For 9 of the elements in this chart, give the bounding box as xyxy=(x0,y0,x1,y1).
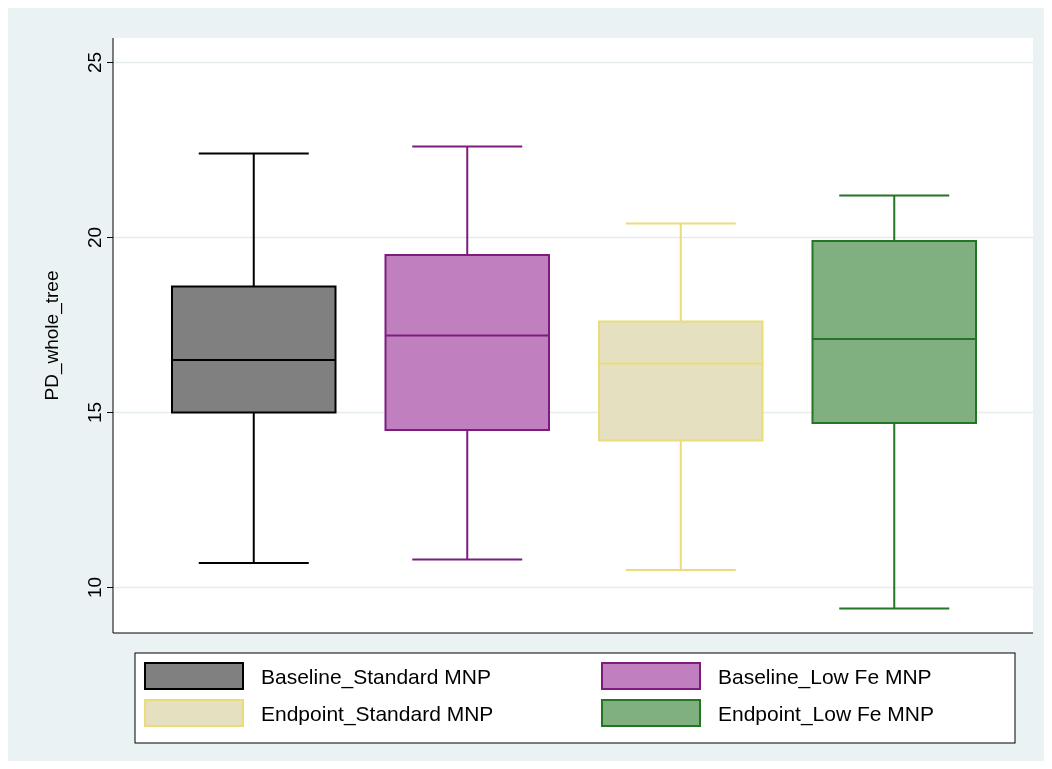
legend-label: Baseline_Low Fe MNP xyxy=(718,665,932,689)
y-tick-label: 20 xyxy=(84,226,105,249)
legend-label: Baseline_Standard MNP xyxy=(261,665,491,689)
y-tick-label: 10 xyxy=(84,576,105,599)
y-tick-label: 15 xyxy=(84,401,105,424)
legend-label: Endpoint_Standard MNP xyxy=(261,702,494,726)
legend-label: Endpoint_Low Fe MNP xyxy=(718,702,934,726)
y-axis-title: PD_whole_tree xyxy=(41,270,63,401)
y-tick-label: 25 xyxy=(84,51,105,74)
